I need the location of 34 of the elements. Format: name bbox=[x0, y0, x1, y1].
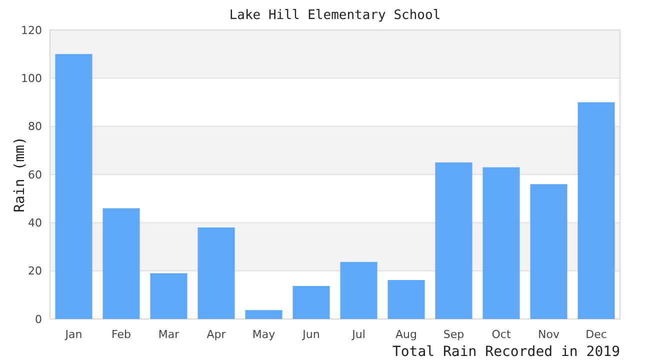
chart-title: Lake Hill Elementary School bbox=[229, 8, 441, 23]
bar bbox=[578, 102, 615, 319]
x-tick-label: Aug bbox=[396, 328, 417, 341]
y-tick-label: 20 bbox=[28, 264, 42, 278]
x-tick-label: Sep bbox=[443, 328, 464, 341]
bar bbox=[198, 227, 235, 319]
x-tick-label: Jul bbox=[351, 328, 366, 341]
bar bbox=[388, 280, 425, 319]
bar bbox=[102, 208, 140, 319]
y-tick-label: 40 bbox=[28, 216, 42, 230]
x-tick-label: May bbox=[252, 328, 276, 341]
y-tick-label: 120 bbox=[21, 24, 42, 37]
bar bbox=[150, 273, 188, 319]
x-axis-title: Total Rain Recorded in 2019 bbox=[392, 344, 620, 360]
y-tick-label: 0 bbox=[35, 312, 42, 326]
x-tick-label: Jan bbox=[64, 328, 82, 341]
x-tick-label: Feb bbox=[112, 328, 131, 341]
y-tick-label: 60 bbox=[28, 168, 42, 182]
x-tick-label: Nov bbox=[538, 328, 560, 341]
x-tick-label: Mar bbox=[158, 328, 180, 341]
bar bbox=[340, 262, 378, 319]
x-tick-label: Oct bbox=[492, 328, 512, 341]
bar bbox=[530, 184, 568, 319]
x-tick-label: Jun bbox=[302, 328, 320, 341]
bar bbox=[245, 310, 282, 319]
bar bbox=[292, 286, 330, 319]
y-tick-label: 100 bbox=[21, 72, 42, 86]
bar bbox=[482, 167, 520, 319]
x-tick-label: Dec bbox=[586, 328, 607, 341]
bar bbox=[55, 54, 92, 319]
y-tick-label: 80 bbox=[28, 120, 42, 134]
x-tick-label: Apr bbox=[206, 328, 226, 341]
y-axis-title: Rain (mm) bbox=[12, 136, 28, 212]
bar bbox=[435, 162, 472, 319]
